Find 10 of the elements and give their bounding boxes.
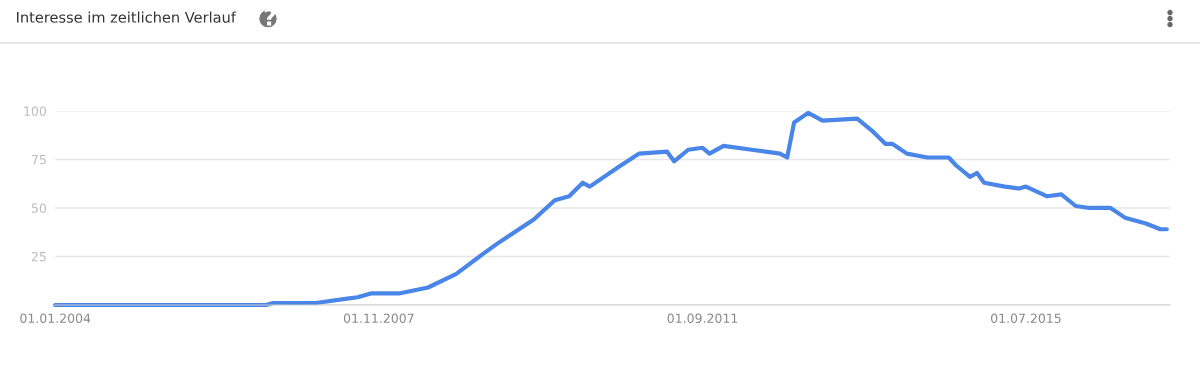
line-series xyxy=(53,110,1169,308)
y-tick-label: 100 xyxy=(24,106,47,116)
x-tick-label: 01.01.2004 xyxy=(20,313,91,323)
y-tick-label: 25 xyxy=(31,251,46,262)
chart-title: Interesse im zeitlichen Verlauf xyxy=(17,11,237,23)
x-tick-label: 01.09.2011 xyxy=(667,313,738,323)
y-tick-label: 75 xyxy=(31,155,46,165)
x-tick-label: 01.11.2007 xyxy=(343,313,414,323)
x-tick-label: 01.07.2015 xyxy=(991,313,1061,323)
y-tick-label: 50 xyxy=(31,203,47,213)
